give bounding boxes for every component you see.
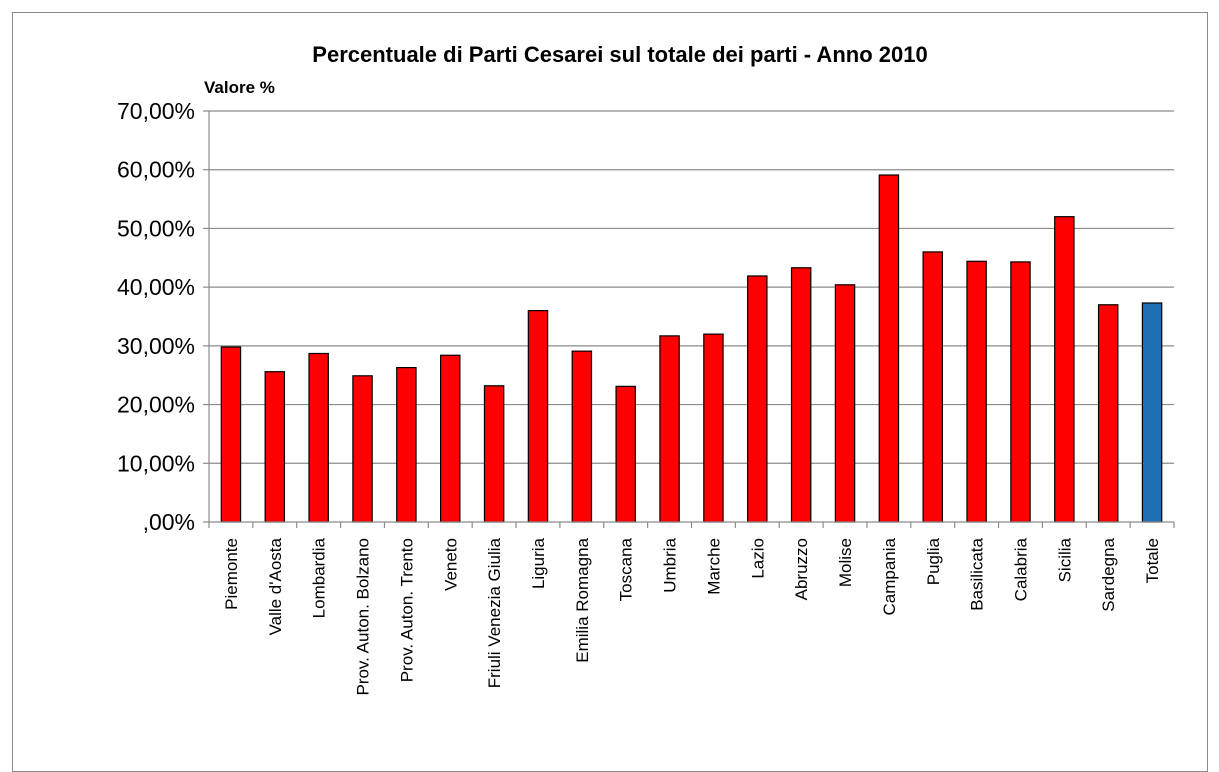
bar-lombardia (308, 352, 329, 523)
x-tick-label: Lombardia (310, 537, 329, 618)
bar-emilia-romagna (571, 350, 593, 523)
x-tick-label: Marche (704, 538, 723, 595)
bar-abruzzo (790, 267, 812, 523)
chart-title: Percentuale di Parti Cesarei sul totale … (312, 42, 927, 67)
x-tick-label: Abruzzo (792, 538, 811, 600)
bar-basilicata (966, 260, 987, 523)
y-tick-label: 40,00% (117, 274, 195, 300)
y-tick-label: 60,00% (117, 157, 195, 183)
x-tick-label: Liguria (529, 537, 548, 589)
x-tick-label: Emilia Romagna (573, 537, 592, 662)
bar-chart: Percentuale di Parti Cesarei sul totale … (117, 42, 1175, 696)
x-tick-label: Umbria (661, 537, 680, 592)
x-tick-label: Puglia (924, 537, 943, 585)
bar-sicilia (1054, 216, 1075, 523)
bar-campania (878, 174, 900, 523)
x-tick-label: Molise (836, 538, 855, 587)
y-axis-label: Valore % (204, 78, 275, 97)
x-tick-label: Valle d'Aosta (266, 537, 285, 635)
x-tick-label: Lazio (748, 538, 767, 579)
y-tick-labels: ,00% 10,00% 20,00% 30,00% 40,00% 50,00% 60,00%… (117, 98, 195, 535)
y-tick-label: 30,00% (117, 333, 195, 359)
bar-prov-auton-bolzano (352, 375, 373, 523)
y-tick-label: 50,00% (117, 215, 195, 241)
y-tick-label: 10,00% (117, 450, 195, 476)
x-tick-label: Basilicata (968, 537, 987, 610)
bar-umbria (659, 335, 680, 523)
x-tick-labels: Piemonte Valle d'Aosta Lombardia Prov. Auto… (222, 537, 1162, 695)
bar-toscana (615, 385, 636, 523)
bar-sardegna (1097, 304, 1119, 523)
bar-puglia (922, 251, 943, 523)
bar-valle-d-aosta (264, 371, 286, 523)
x-tick-label: Calabria (1011, 537, 1030, 601)
bar-marche (703, 333, 724, 523)
bar-prov-auton-trento (396, 366, 417, 523)
bar-lazio (747, 275, 768, 523)
x-tick-label: Friuli Venezia Giulia (485, 537, 504, 688)
y-tick-label: ,00% (143, 509, 195, 535)
chart-frame: Percentuale di Parti Cesarei sul totale … (12, 12, 1208, 772)
x-tick-label: Prov. Auton. Bolzano (354, 538, 373, 696)
bar-veneto (440, 354, 461, 523)
bar-totale (1141, 302, 1163, 523)
y-tick-label: 70,00% (117, 98, 195, 124)
x-tick-label: Piemonte (222, 538, 241, 610)
x-tick-label: Prov. Auton. Trento (397, 538, 416, 682)
y-tick-label: 20,00% (117, 392, 195, 418)
bar-calabria (1010, 261, 1031, 523)
axes-layer (203, 110, 1175, 528)
x-tick-label: Toscana (617, 537, 636, 601)
bar-friuli-venezia-giulia (483, 385, 505, 523)
x-tick-label: Veneto (441, 538, 460, 591)
bars-layer (220, 174, 1163, 523)
x-tick-label: Campania (880, 537, 899, 615)
x-tick-label: Sardegna (1099, 537, 1118, 611)
x-tick-label: Totale (1143, 538, 1162, 583)
bar-molise (834, 284, 856, 523)
x-tick-label: Sicilia (1055, 537, 1074, 582)
bar-piemonte (220, 346, 242, 523)
bar-liguria (527, 310, 549, 523)
